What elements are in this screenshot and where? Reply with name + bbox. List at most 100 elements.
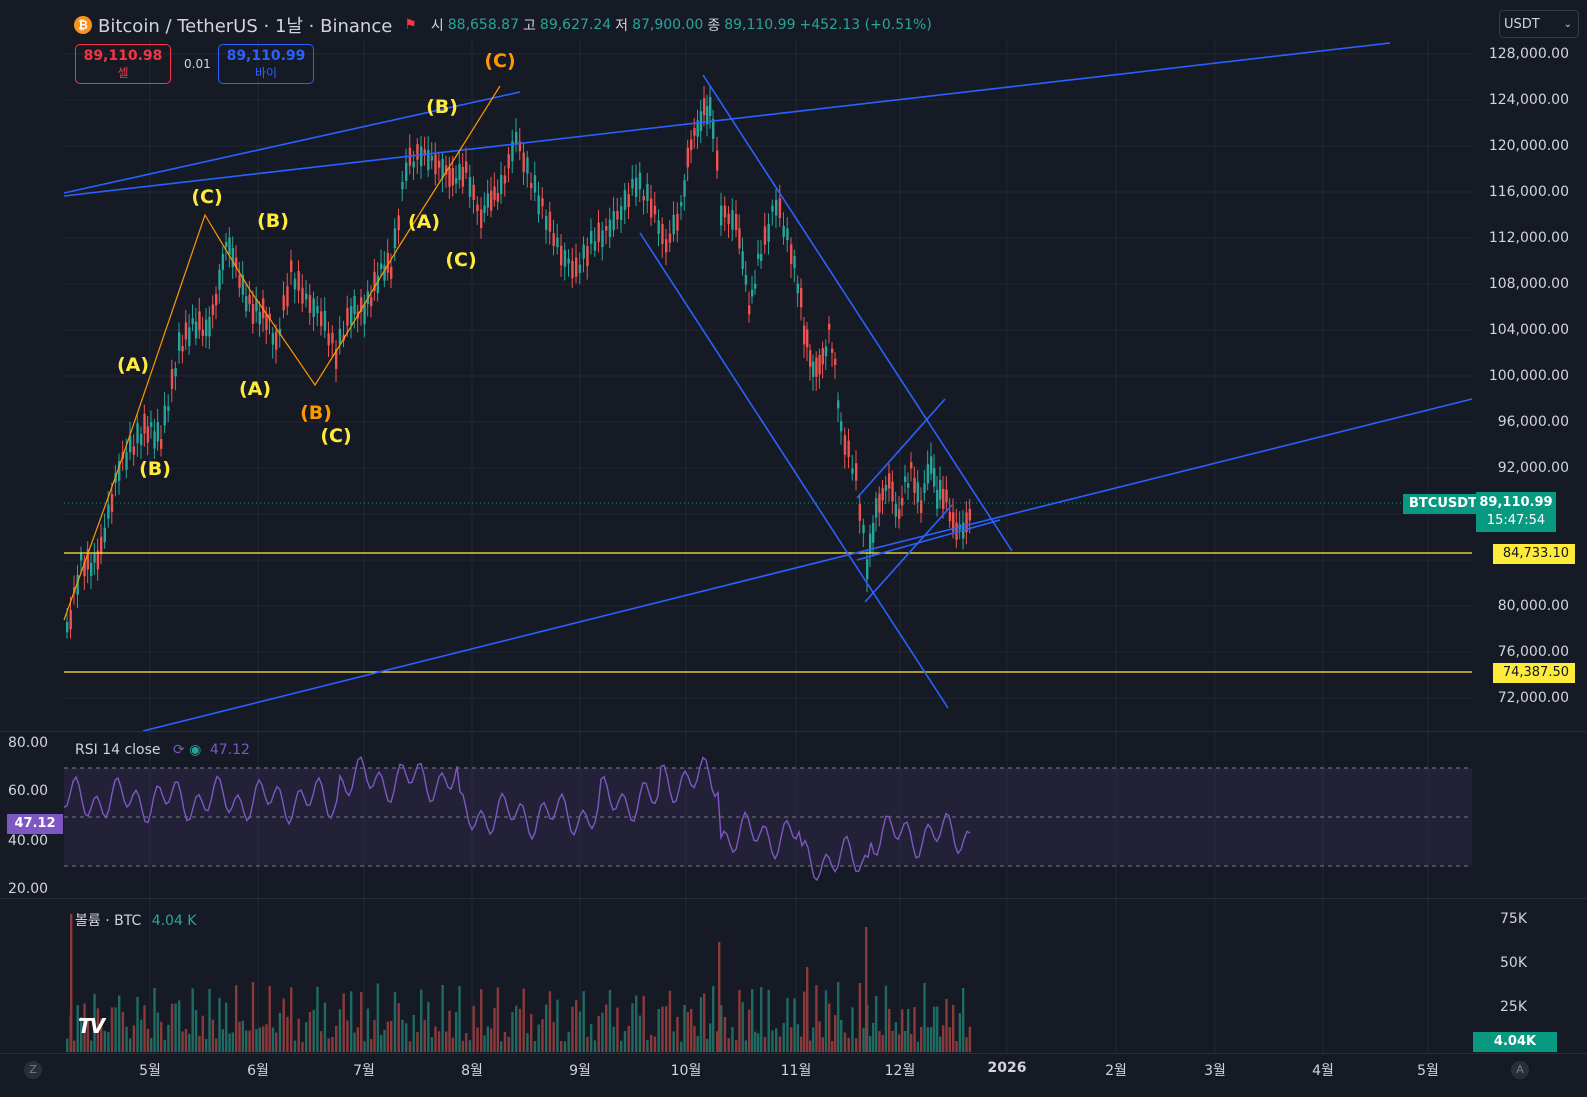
candle (167, 406, 170, 412)
wave-label[interactable]: (B) (257, 210, 289, 232)
volume-bar (184, 1028, 188, 1052)
candle (393, 228, 397, 249)
volume-bar (834, 1015, 837, 1052)
volume-bar (696, 1035, 699, 1052)
wave-label[interactable]: (A) (116, 354, 150, 376)
volume-bar (265, 1024, 268, 1052)
volume-bar (723, 1017, 727, 1052)
buy-button[interactable]: 89,110.99 바이 (218, 44, 314, 84)
candle (107, 504, 110, 519)
wave-label[interactable]: (C) (191, 186, 223, 208)
volume-bar (620, 1040, 623, 1052)
symbol-title[interactable]: Bitcoin / TetherUS · 1날 · Binance (98, 16, 393, 37)
auto-scale-toggle[interactable]: A (1511, 1061, 1529, 1079)
candle (278, 328, 282, 336)
volume-bar (875, 995, 878, 1052)
candle (661, 223, 664, 244)
wave-label[interactable]: (B) (300, 402, 332, 424)
candle (939, 479, 942, 500)
chevron-down-icon: ⌄ (1563, 19, 1572, 30)
wave-label[interactable]: (A) (238, 378, 272, 400)
volume-bar (262, 1026, 265, 1052)
pane-divider[interactable] (0, 898, 1587, 899)
candle (153, 431, 156, 449)
volume-bar (174, 1003, 177, 1052)
time-label: 8월 (461, 1063, 483, 1079)
candle (601, 230, 604, 248)
volume-bar (731, 1027, 734, 1052)
rsi-settings-icon[interactable]: ⟳ (172, 742, 185, 758)
currency-select[interactable]: USDT ⌄ (1499, 10, 1579, 38)
wave-label[interactable]: (B) (426, 96, 458, 118)
price-label: 76,000.00 (1497, 644, 1569, 660)
candle (657, 220, 660, 234)
volume-bar (153, 987, 156, 1052)
candle (228, 237, 231, 255)
candle (211, 304, 215, 316)
wave-label[interactable]: (C) (320, 425, 352, 447)
candle (771, 205, 774, 212)
sell-label: 셀 (117, 66, 129, 80)
volume-value-badge: 4.04K (1473, 1032, 1557, 1052)
timezone-toggle[interactable]: Z (24, 1061, 42, 1079)
volume-bar (380, 1035, 383, 1052)
candle (843, 435, 847, 455)
candle (537, 195, 540, 215)
volume-bar (205, 1038, 208, 1052)
trend-line (63, 91, 521, 194)
candle (778, 198, 782, 219)
volume-bar (496, 987, 500, 1052)
wave-label[interactable]: (B) (139, 458, 171, 480)
candle (575, 257, 578, 277)
wave-label[interactable]: (C) (484, 50, 516, 72)
candle (955, 522, 958, 540)
candle (231, 247, 235, 268)
candle (430, 155, 434, 161)
volume-bar (178, 1000, 181, 1052)
pane-divider[interactable] (0, 731, 1587, 732)
candle (590, 230, 593, 244)
volume-bar (110, 1007, 114, 1052)
rsi-axis-label: 20.00 (8, 881, 49, 897)
time-label: 5월 (139, 1063, 161, 1079)
volume-bar (490, 1028, 493, 1052)
candle (427, 150, 430, 171)
candle (891, 481, 894, 502)
candle (251, 303, 255, 324)
volume-bar (275, 1032, 278, 1052)
candle (530, 183, 533, 188)
time-label: 12월 (884, 1063, 916, 1079)
candle (235, 257, 238, 268)
volume-bar (744, 1040, 748, 1052)
volume-bar (248, 1030, 251, 1052)
volume-bar (847, 1037, 850, 1052)
wave-label[interactable]: (A) (407, 211, 441, 233)
volume-bar (397, 1003, 400, 1052)
candle (731, 210, 734, 230)
candle (608, 219, 612, 237)
rsi-title: RSI 14 close (75, 742, 161, 758)
candle (255, 298, 258, 312)
tradingview-logo[interactable]: TV (78, 1014, 105, 1038)
volume-bar (855, 1038, 858, 1052)
flag-icon[interactable]: ⚑ (404, 17, 417, 33)
volume-bar (926, 1027, 930, 1052)
candle (526, 157, 529, 174)
rsi-alert-icon[interactable]: ◉ (189, 742, 202, 758)
candle (831, 348, 834, 353)
candle (888, 473, 891, 489)
candle (312, 298, 315, 317)
candle (401, 182, 404, 190)
candle (331, 332, 334, 344)
candle (965, 512, 968, 533)
sell-button[interactable]: 89,110.98 셀 (75, 44, 171, 84)
candle (373, 271, 376, 291)
volume-bar (608, 989, 612, 1052)
candle (397, 215, 400, 231)
wave-label[interactable]: (C) (445, 249, 477, 271)
volume-bar (132, 1025, 136, 1052)
volume-bar (942, 1025, 945, 1052)
high-value: 89,627.24 (539, 17, 612, 33)
high-label: 고 (523, 18, 536, 34)
